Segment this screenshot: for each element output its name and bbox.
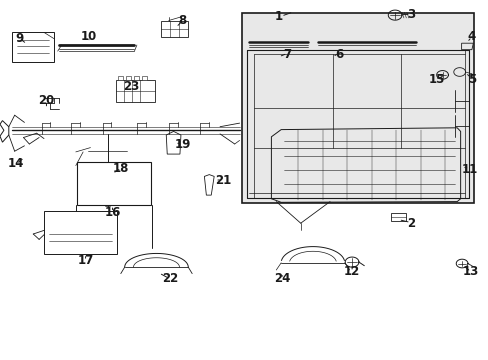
Bar <box>134 76 139 80</box>
Bar <box>161 21 188 37</box>
Text: 11: 11 <box>460 163 477 176</box>
Text: 12: 12 <box>343 265 360 278</box>
Text: 5: 5 <box>467 73 475 86</box>
Text: 14: 14 <box>8 157 24 170</box>
Text: 1: 1 <box>274 10 282 23</box>
Bar <box>118 76 123 80</box>
Text: 4: 4 <box>467 30 475 42</box>
Bar <box>242 13 473 203</box>
Text: 3: 3 <box>406 8 414 21</box>
Text: 21: 21 <box>214 174 231 187</box>
Text: 7: 7 <box>283 48 291 60</box>
Text: 20: 20 <box>38 94 55 107</box>
Bar <box>142 76 146 80</box>
Bar <box>12 32 54 62</box>
Bar <box>390 213 405 221</box>
Text: 9: 9 <box>16 32 23 45</box>
Text: 23: 23 <box>122 80 139 93</box>
Bar <box>77 162 150 205</box>
Bar <box>116 80 154 102</box>
Text: 24: 24 <box>274 273 290 285</box>
Text: 10: 10 <box>81 30 97 43</box>
Text: 6: 6 <box>334 48 342 60</box>
Text: 8: 8 <box>178 14 186 27</box>
Text: 19: 19 <box>174 138 190 150</box>
Text: 22: 22 <box>162 273 178 285</box>
Text: 13: 13 <box>462 265 478 278</box>
Text: 15: 15 <box>427 73 444 86</box>
Text: 2: 2 <box>406 217 414 230</box>
Bar <box>126 76 131 80</box>
Text: 17: 17 <box>77 255 94 267</box>
Bar <box>44 211 117 254</box>
Text: 18: 18 <box>113 162 129 175</box>
Text: 16: 16 <box>104 206 121 219</box>
